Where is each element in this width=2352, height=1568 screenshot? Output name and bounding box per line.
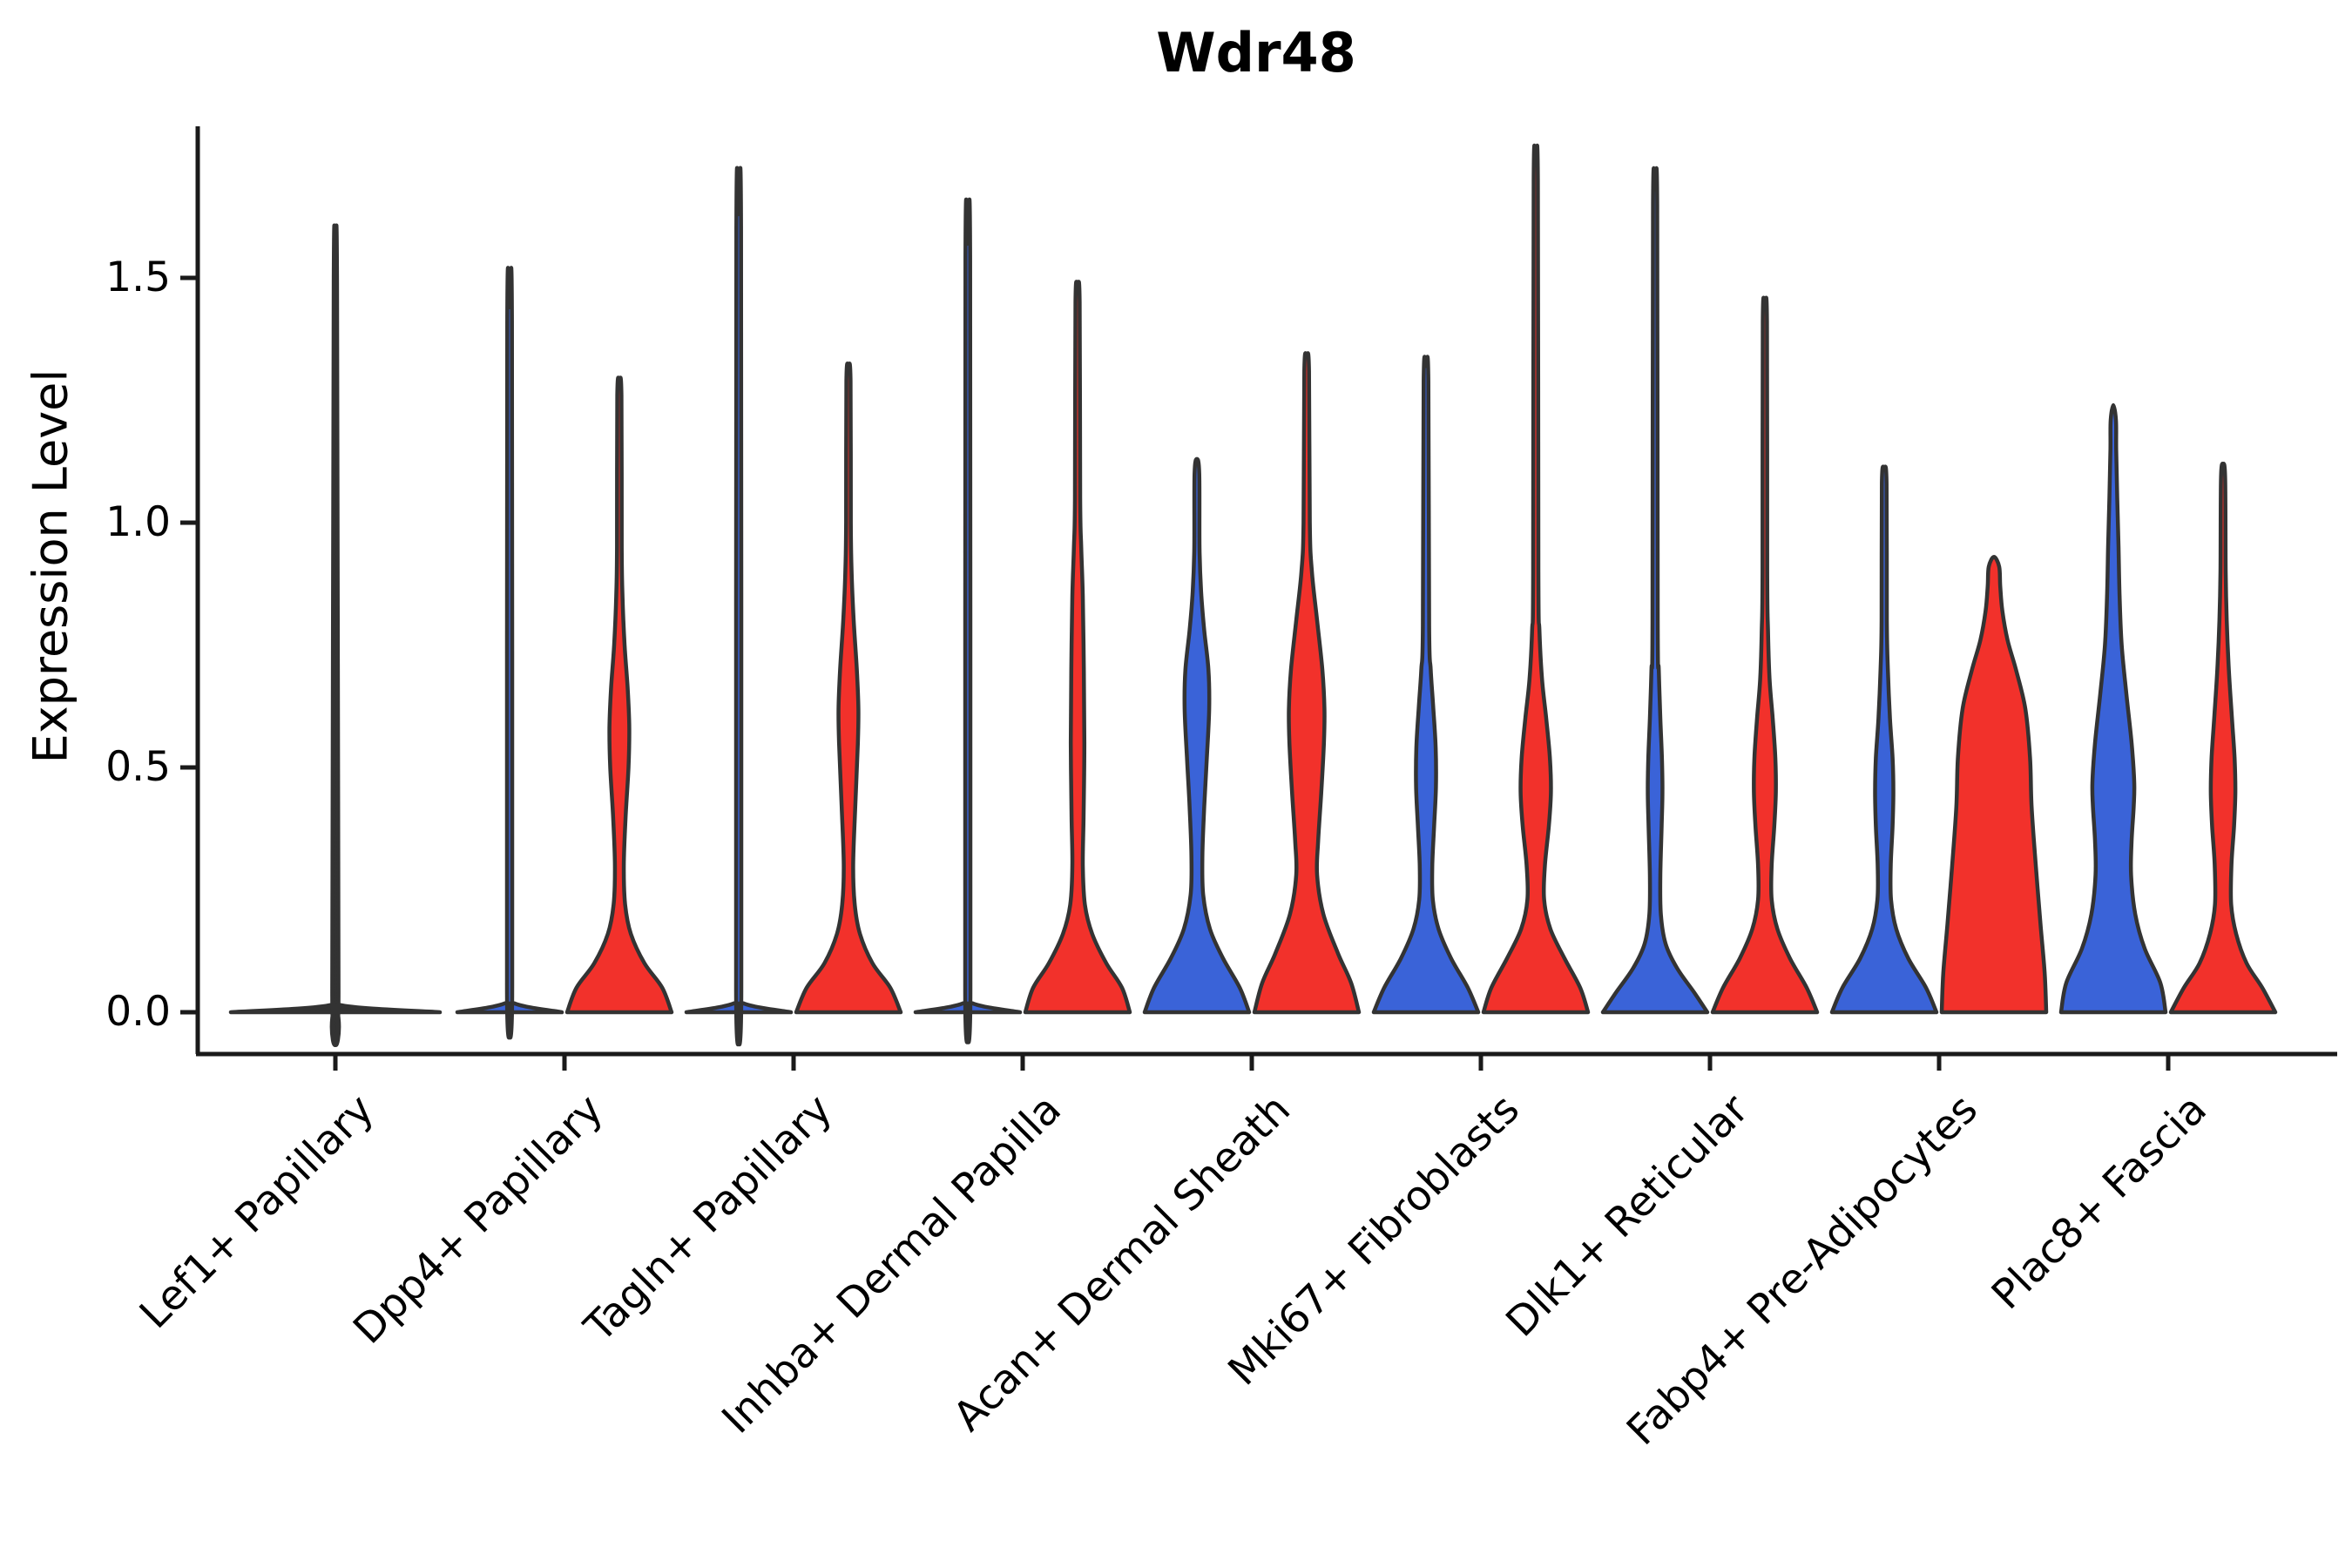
violin-8-group-blue	[1829, 464, 1939, 1015]
violin-7-group-blue	[1600, 166, 1710, 1015]
violin-1-single	[228, 223, 443, 1047]
chart-title: Wdr48	[1156, 21, 1356, 84]
y-axis-title: Expression Level	[23, 368, 78, 764]
violin-9-group-blue	[2058, 402, 2168, 1015]
y-tick-label: 0.0	[105, 988, 171, 1036]
violin-3-group-blue	[684, 166, 794, 1047]
violin-7-group-red	[1710, 295, 1820, 1015]
y-tick-label: 1.5	[105, 253, 171, 301]
violin-5-group-red	[1252, 351, 1362, 1015]
violin-3-group-red	[794, 362, 903, 1015]
violin-9-group-red	[2168, 462, 2278, 1015]
violin-8-group-red	[1939, 555, 2049, 1015]
violin-2-group-red	[564, 375, 674, 1015]
violin-5-group-blue	[1142, 456, 1252, 1015]
violin-4-group-red	[1023, 280, 1132, 1015]
violin-6-group-blue	[1371, 355, 1481, 1015]
violin-6-group-red	[1481, 143, 1591, 1015]
violin-4-group-blue	[913, 197, 1023, 1044]
y-tick-label: 0.5	[105, 743, 171, 791]
violin-2-group-blue	[455, 266, 564, 1040]
y-tick-label: 1.0	[105, 498, 171, 546]
